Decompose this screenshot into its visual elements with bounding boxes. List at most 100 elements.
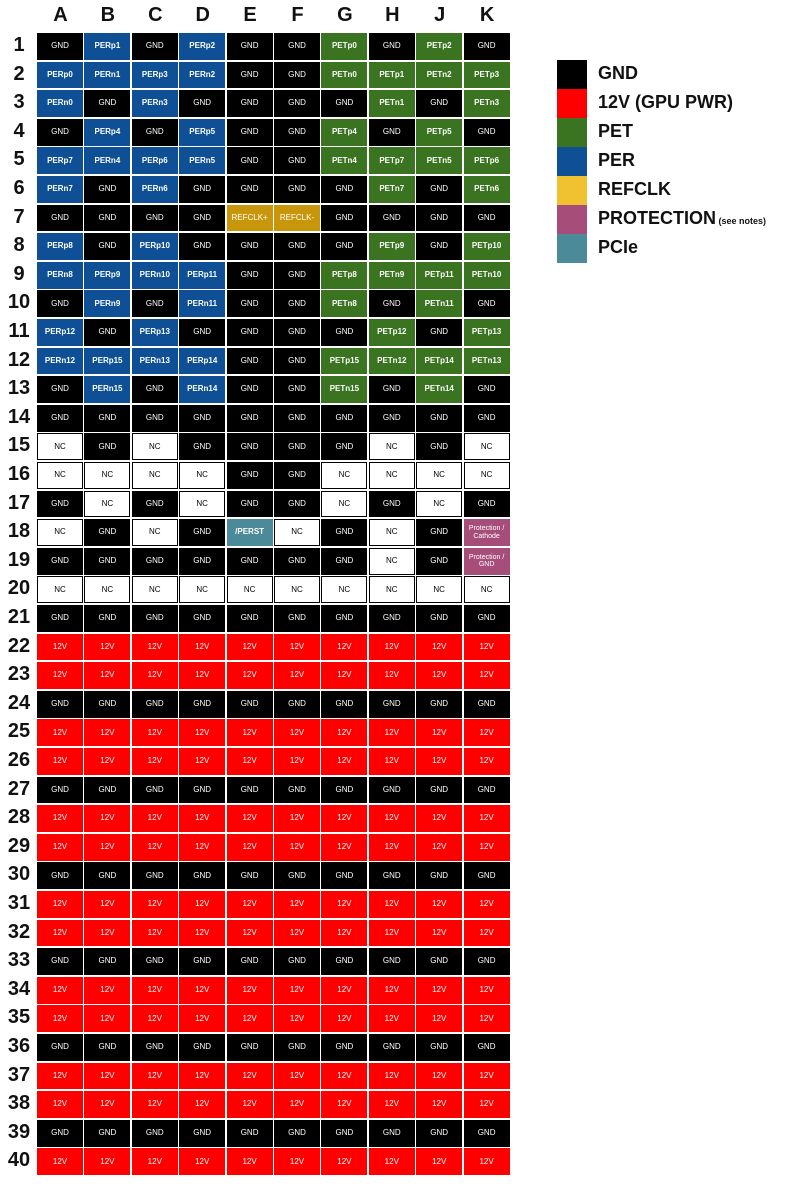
legend-item: PER	[557, 147, 811, 176]
pin-f9: GND	[274, 261, 320, 289]
legend-label: 12V (GPU PWR)	[598, 92, 734, 112]
pin-k39: GND	[463, 1119, 510, 1147]
pin-h38: 12V	[368, 1091, 415, 1118]
pin-h12: PETn12	[368, 347, 415, 375]
pin-k33: GND	[463, 948, 510, 975]
pin-f16: GND	[274, 462, 320, 489]
pin-k22: 12V	[463, 633, 510, 661]
pin-c5: PERp6	[131, 147, 178, 175]
row-header-34: 34	[7, 977, 31, 1000]
pin-a21: GND	[37, 605, 83, 632]
pin-h34: 12V	[368, 976, 415, 1004]
pin-b14: GND	[84, 404, 131, 432]
pin-d16: NC	[179, 462, 226, 489]
pin-f32: 12V	[274, 919, 320, 947]
pin-k32: 12V	[463, 919, 510, 947]
pin-d7: GND	[179, 204, 226, 232]
row-header-24: 24	[7, 691, 31, 714]
pin-d31: 12V	[179, 891, 226, 918]
pin-j11: GND	[416, 319, 463, 346]
row-header-9: 9	[13, 262, 25, 285]
pin-c36: GND	[131, 1034, 178, 1061]
pin-e34: 12V	[226, 976, 273, 1004]
pin-j12: PETp14	[416, 347, 463, 375]
pin-c33: GND	[131, 948, 178, 975]
pin-j13: PETn14	[416, 376, 463, 403]
pin-g11: GND	[321, 319, 368, 346]
pin-b30: GND	[84, 862, 131, 890]
pin-f1: GND	[274, 33, 320, 60]
row-header-23: 23	[7, 663, 31, 686]
pin-a25: 12V	[37, 719, 83, 747]
pin-h17: GND	[368, 490, 415, 518]
pin-g21: GND	[321, 605, 368, 632]
pin-j7: GND	[416, 204, 463, 232]
pin-j1: PETp2	[416, 33, 463, 60]
pin-f33: GND	[274, 948, 320, 975]
pin-a1: GND	[37, 33, 83, 60]
column-header-g: G	[337, 4, 353, 26]
pin-b31: 12V	[84, 891, 131, 918]
pin-j29: 12V	[416, 833, 463, 861]
pin-f8: GND	[274, 233, 320, 260]
pin-c3: PERn3	[131, 90, 178, 117]
pin-k15: NC	[463, 433, 510, 461]
pin-b22: 12V	[84, 633, 131, 661]
pin-a16: NC	[37, 462, 83, 489]
pin-b3: GND	[84, 90, 131, 117]
pin-b19: GND	[84, 547, 131, 575]
pin-f23: 12V	[274, 662, 320, 689]
pin-j18: GND	[416, 519, 463, 546]
pin-c27: GND	[131, 776, 178, 804]
pin-k16: NC	[463, 462, 510, 489]
pin-h7: GND	[368, 204, 415, 232]
pin-g24: GND	[321, 690, 368, 718]
pin-g23: 12V	[321, 662, 368, 689]
pin-h30: GND	[368, 862, 415, 890]
pin-a5: PERp7	[37, 147, 83, 175]
pin-e1: GND	[226, 33, 273, 60]
pin-d23: 12V	[179, 662, 226, 689]
pin-e39: GND	[226, 1119, 273, 1147]
pin-b26: 12V	[84, 748, 131, 775]
legend-label: GND	[598, 63, 638, 83]
pin-f11: GND	[274, 319, 320, 346]
pin-d38: 12V	[179, 1091, 226, 1118]
pin-c19: GND	[131, 547, 178, 575]
pin-d14: GND	[179, 404, 226, 432]
pin-k13: GND	[463, 376, 510, 403]
pin-c39: GND	[131, 1119, 178, 1147]
pin-a24: GND	[37, 690, 83, 718]
pin-k25: 12V	[463, 719, 510, 747]
pin-c26: 12V	[131, 748, 178, 775]
pin-c7: GND	[131, 204, 178, 232]
pin-b11: GND	[84, 319, 131, 346]
pin-f3: GND	[274, 90, 320, 117]
legend-label: PROTECTION	[598, 208, 717, 228]
pin-h2: PETp1	[368, 61, 415, 89]
pin-a35: 12V	[37, 1005, 83, 1033]
pin-f14: GND	[274, 404, 320, 432]
pin-h40: 12V	[368, 1148, 415, 1176]
pin-e26: 12V	[226, 748, 273, 775]
pin-d36: GND	[179, 1034, 226, 1061]
pin-f2: GND	[274, 61, 320, 89]
pin-d32: 12V	[179, 919, 226, 947]
pin-j20: NC	[416, 576, 463, 604]
legend-swatch	[557, 234, 587, 263]
row-header-14: 14	[7, 405, 31, 428]
pin-c20: NC	[131, 576, 178, 604]
pin-h6: PETn7	[368, 176, 415, 203]
pin-h13: GND	[368, 376, 415, 403]
pin-b18: GND	[84, 519, 131, 546]
pin-h16: NC	[368, 462, 415, 489]
pin-f37: 12V	[274, 1062, 320, 1090]
pin-k28: 12V	[463, 805, 510, 832]
pin-j27: GND	[416, 776, 463, 804]
legend-swatch	[557, 89, 587, 118]
row-header-32: 32	[7, 920, 31, 943]
pin-k20: NC	[463, 576, 510, 604]
pin-g39: GND	[321, 1119, 368, 1147]
row-header-11: 11	[8, 320, 30, 342]
pin-k29: 12V	[463, 833, 510, 861]
